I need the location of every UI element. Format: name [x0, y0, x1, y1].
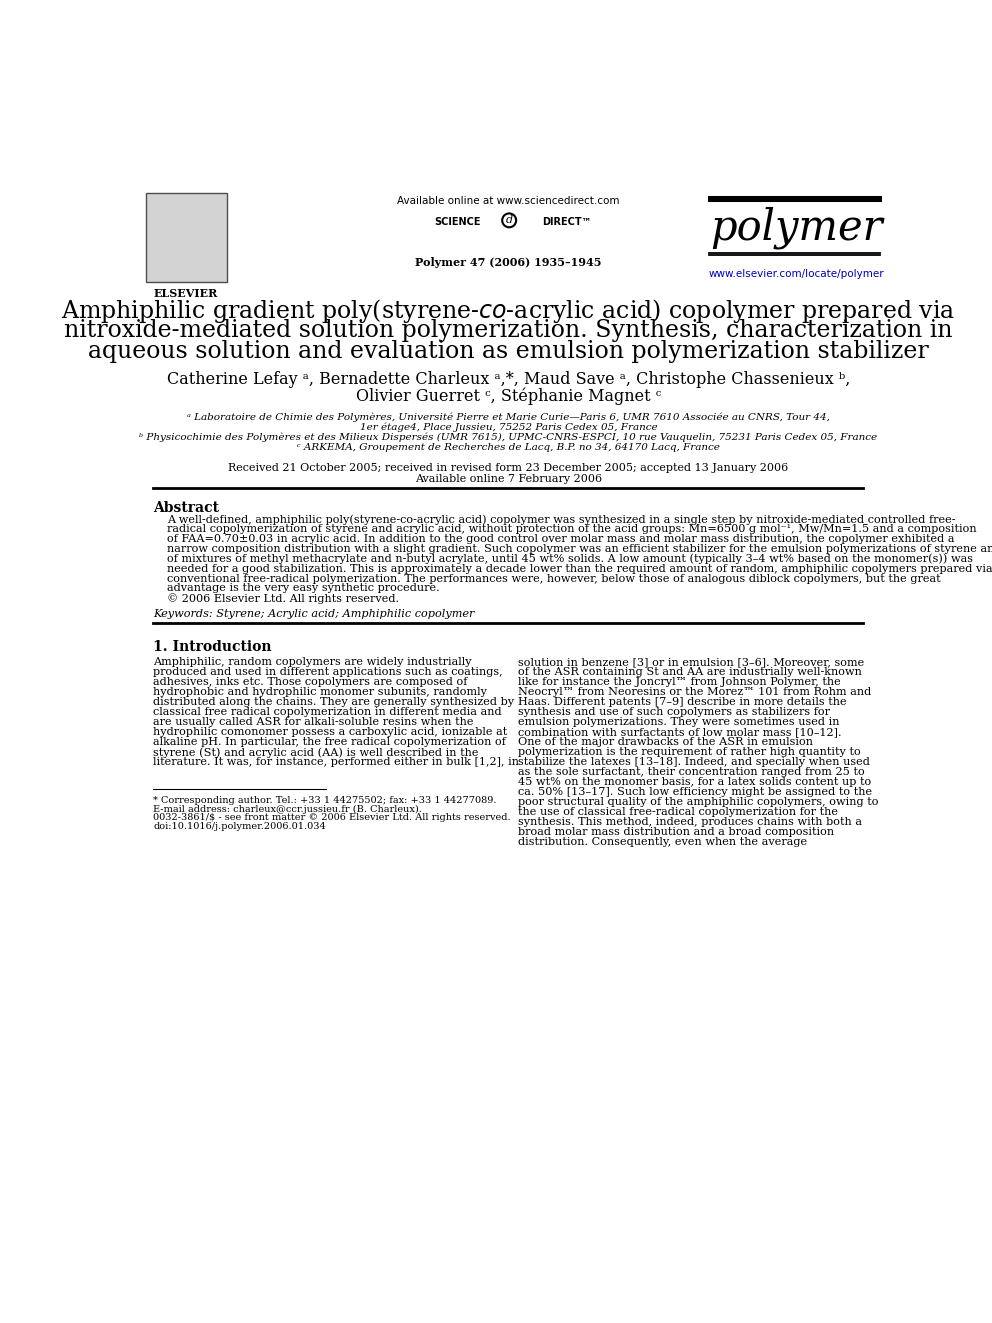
Text: radical copolymerization of styrene and acrylic acid, without protection of the : radical copolymerization of styrene and … [167, 524, 976, 534]
Text: are usually called ASR for alkali-soluble resins when the: are usually called ASR for alkali-solubl… [154, 717, 474, 728]
Text: distributed along the chains. They are generally synthesized by: distributed along the chains. They are g… [154, 697, 515, 708]
Text: stabilize the latexes [13–18]. Indeed, and specially when used: stabilize the latexes [13–18]. Indeed, a… [518, 757, 870, 767]
Text: combination with surfactants of low molar mass [10–12].: combination with surfactants of low mola… [518, 728, 841, 737]
Text: synthesis and use of such copolymers as stabilizers for: synthesis and use of such copolymers as … [518, 708, 829, 717]
Text: conventional free-radical polymerization. The performances were, however, below : conventional free-radical polymerization… [167, 574, 940, 583]
Text: ᵃ Laboratoire de Chimie des Polymères, Université Pierre et Marie Curie—Paris 6,: ᵃ Laboratoire de Chimie des Polymères, U… [186, 413, 830, 422]
Text: hydrophilic comonomer possess a carboxylic acid, ionizable at: hydrophilic comonomer possess a carboxyl… [154, 728, 508, 737]
Text: distribution. Consequently, even when the average: distribution. Consequently, even when th… [518, 837, 806, 847]
Text: as the sole surfactant, their concentration ranged from 25 to: as the sole surfactant, their concentrat… [518, 767, 864, 777]
Text: ᶜ ARKEMA, Groupement de Recherches de Lacq, B.P. no 34, 64170 Lacq, France: ᶜ ARKEMA, Groupement de Recherches de La… [297, 443, 720, 452]
Text: Neocryl™ from Neoresins or the Morez™ 101 from Rohm and: Neocryl™ from Neoresins or the Morez™ 10… [518, 687, 871, 697]
Text: 1. Introduction: 1. Introduction [154, 640, 272, 654]
Text: hydrophobic and hydrophilic monomer subunits, randomly: hydrophobic and hydrophilic monomer subu… [154, 687, 487, 697]
Text: 45 wt% on the monomer basis, for a latex solids content up to: 45 wt% on the monomer basis, for a latex… [518, 777, 871, 787]
Text: 0032-3861/$ - see front matter © 2006 Elsevier Ltd. All rights reserved.: 0032-3861/$ - see front matter © 2006 El… [154, 814, 511, 823]
Text: DIRECT™: DIRECT™ [543, 217, 592, 228]
Text: like for instance the Joncryl™ from Johnson Polymer, the: like for instance the Joncryl™ from John… [518, 677, 840, 687]
Text: One of the major drawbacks of the ASR in emulsion: One of the major drawbacks of the ASR in… [518, 737, 812, 747]
Text: solution in benzene [3] or in emulsion [3–6]. Moreover, some: solution in benzene [3] or in emulsion [… [518, 658, 864, 667]
Text: alkaline pH. In particular, the free radical copolymerization of: alkaline pH. In particular, the free rad… [154, 737, 506, 747]
Text: SCIENCE: SCIENCE [434, 217, 480, 228]
Text: literature. It was, for instance, performed either in bulk [1,2], in: literature. It was, for instance, perfor… [154, 757, 520, 767]
Text: E-mail address: charleux@ccr.jussieu.fr (B. Charleux).: E-mail address: charleux@ccr.jussieu.fr … [154, 804, 423, 814]
Text: classical free radical copolymerization in different media and: classical free radical copolymerization … [154, 708, 502, 717]
Text: Haas. Different patents [7–9] describe in more details the: Haas. Different patents [7–9] describe i… [518, 697, 846, 708]
Text: aqueous solution and evaluation as emulsion polymerization stabilizer: aqueous solution and evaluation as emuls… [88, 340, 929, 364]
Text: of mixtures of methyl methacrylate and n-butyl acrylate, until 45 wt% solids. A : of mixtures of methyl methacrylate and n… [167, 554, 972, 565]
Text: Available online 7 February 2006: Available online 7 February 2006 [415, 474, 602, 484]
Text: 1er étage4, Place Jussieu, 75252 Paris Cedex 05, France: 1er étage4, Place Jussieu, 75252 Paris C… [359, 423, 658, 433]
Text: emulsion polymerizations. They were sometimes used in: emulsion polymerizations. They were some… [518, 717, 839, 728]
Text: the use of classical free-radical copolymerization for the: the use of classical free-radical copoly… [518, 807, 837, 818]
Text: Amphiphilic, random copolymers are widely industrially: Amphiphilic, random copolymers are widel… [154, 658, 472, 667]
Text: advantage is the very easy synthetic procedure.: advantage is the very easy synthetic pro… [167, 583, 439, 594]
Text: narrow composition distribution with a slight gradient. Such copolymer was an ef: narrow composition distribution with a s… [167, 544, 992, 554]
Text: Available online at www.sciencedirect.com: Available online at www.sciencedirect.co… [397, 196, 620, 205]
Text: doi:10.1016/j.polymer.2006.01.034: doi:10.1016/j.polymer.2006.01.034 [154, 822, 326, 831]
Text: ca. 50% [13–17]. Such low efficiency might be assigned to the: ca. 50% [13–17]. Such low efficiency mig… [518, 787, 872, 798]
Bar [146, 193, 227, 282]
Text: A well-defined, amphiphilic poly(styrene-co-acrylic acid) copolymer was synthesi: A well-defined, amphiphilic poly(styrene… [167, 515, 955, 525]
Text: Polymer 47 (2006) 1935–1945: Polymer 47 (2006) 1935–1945 [415, 257, 602, 269]
Text: synthesis. This method, indeed, produces chains with both a: synthesis. This method, indeed, produces… [518, 818, 862, 827]
Text: needed for a good stabilization. This is approximately a decade lower than the r: needed for a good stabilization. This is… [167, 564, 992, 574]
Text: nitroxide-mediated solution polymerization. Synthesis, characterization in: nitroxide-mediated solution polymerizati… [64, 319, 952, 341]
Text: ELSEVIER: ELSEVIER [154, 288, 218, 299]
Text: © 2006 Elsevier Ltd. All rights reserved.: © 2006 Elsevier Ltd. All rights reserved… [167, 593, 399, 605]
Text: Received 21 October 2005; received in revised form 23 December 2005; accepted 13: Received 21 October 2005; received in re… [228, 463, 789, 472]
Text: polymerization is the requirement of rather high quantity to: polymerization is the requirement of rat… [518, 747, 860, 757]
Text: of FAA=0.70±0.03 in acrylic acid. In addition to the good control over molar mas: of FAA=0.70±0.03 in acrylic acid. In add… [167, 534, 954, 544]
Text: www.elsevier.com/locate/polymer: www.elsevier.com/locate/polymer [709, 269, 885, 279]
Text: * Corresponding author. Tel.: +33 1 44275502; fax: +33 1 44277089.: * Corresponding author. Tel.: +33 1 4427… [154, 796, 497, 806]
Text: Abstract: Abstract [154, 500, 219, 515]
Text: produced and used in different applications such as coatings,: produced and used in different applicati… [154, 667, 503, 677]
Text: Keywords: Styrene; Acrylic acid; Amphiphilic copolymer: Keywords: Styrene; Acrylic acid; Amphiph… [154, 610, 475, 619]
Text: poor structural quality of the amphiphilic copolymers, owing to: poor structural quality of the amphiphil… [518, 798, 878, 807]
Text: Olivier Guerret ᶜ, Stéphanie Magnet ᶜ: Olivier Guerret ᶜ, Stéphanie Magnet ᶜ [356, 388, 661, 405]
Text: polymer: polymer [710, 206, 883, 249]
Text: ᵇ Physicochimie des Polymères et des Milieux Dispersés (UMR 7615), UPMC-CNRS-ESP: ᵇ Physicochimie des Polymères et des Mil… [139, 433, 878, 442]
Text: styrene (St) and acrylic acid (AA) is well described in the: styrene (St) and acrylic acid (AA) is we… [154, 747, 479, 758]
Text: of the ASR containing St and AA are industrially well-known: of the ASR containing St and AA are indu… [518, 667, 862, 677]
Text: Catherine Lefay ᵃ, Bernadette Charleux ᵃ,*, Maud Save ᵃ, Christophe Chassenieux : Catherine Lefay ᵃ, Bernadette Charleux ᵃ… [167, 370, 850, 388]
Text: d: d [506, 216, 513, 225]
Text: broad molar mass distribution and a broad composition: broad molar mass distribution and a broa… [518, 827, 834, 837]
Text: Amphiphilic gradient poly(styrene-$\mathit{co}$-acrylic acid) copolymer prepared: Amphiphilic gradient poly(styrene-$\math… [62, 298, 955, 325]
Text: adhesives, inks etc. Those copolymers are composed of: adhesives, inks etc. Those copolymers ar… [154, 677, 468, 687]
